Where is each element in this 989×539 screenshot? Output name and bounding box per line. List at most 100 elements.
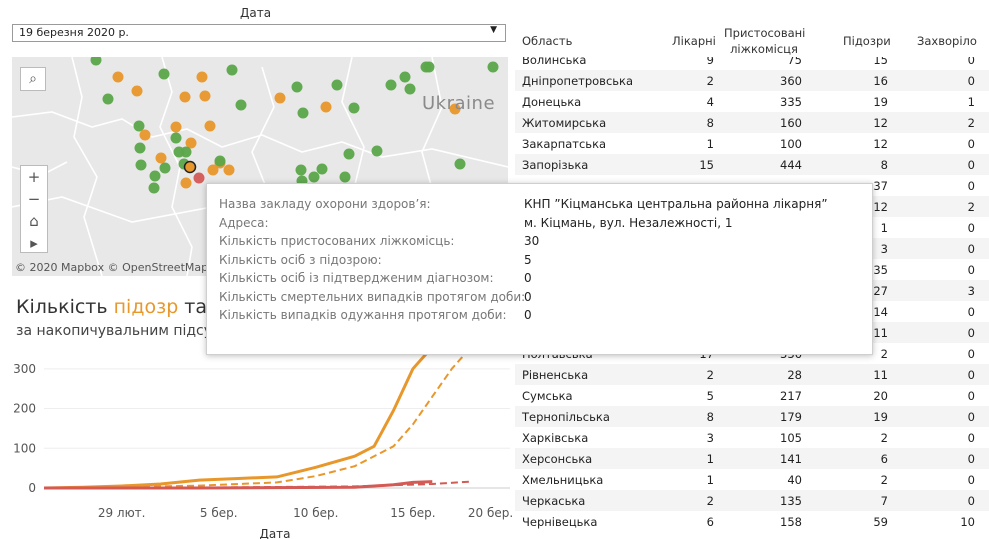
- hospital-marker[interactable]: [196, 71, 208, 83]
- hospital-marker[interactable]: [170, 132, 182, 144]
- cell-suspected: 37: [873, 179, 888, 193]
- chart-title-prefix: Кількість: [16, 296, 114, 318]
- cell-suspected: 12: [873, 200, 888, 214]
- hospital-marker[interactable]: [454, 158, 466, 170]
- hospital-marker[interactable]: [199, 90, 211, 102]
- hospital-marker[interactable]: [449, 103, 461, 115]
- col-hospitals[interactable]: Лікарні: [672, 34, 716, 48]
- col-region[interactable]: Область: [522, 34, 573, 48]
- hospital-marker[interactable]: [159, 162, 171, 174]
- cell-hospitals: 2: [706, 74, 714, 88]
- cell-region: Рівненська: [522, 368, 589, 382]
- cell-beds: 360: [780, 74, 802, 88]
- hospital-marker[interactable]: [235, 99, 247, 111]
- table-row[interactable]: 35 0: [515, 259, 989, 280]
- hospital-marker[interactable]: [223, 164, 235, 176]
- tooltip-value: 5: [524, 252, 532, 267]
- search-icon: ⌕: [29, 71, 37, 87]
- table-row[interactable]: Запорізька 15 444 8 0: [515, 154, 989, 175]
- table-row[interactable]: 14 0: [515, 301, 989, 322]
- hospital-marker[interactable]: [308, 171, 320, 183]
- hospital-marker[interactable]: [399, 71, 411, 83]
- hospital-marker[interactable]: [112, 71, 124, 83]
- tooltip-key: Кількість випадків одужання протягом доб…: [219, 308, 507, 322]
- hospital-marker[interactable]: [135, 159, 147, 171]
- hospital-marker[interactable]: [173, 146, 185, 158]
- hospital-marker[interactable]: [214, 155, 226, 167]
- hospital-marker[interactable]: [180, 177, 192, 189]
- hospital-marker[interactable]: [331, 79, 343, 91]
- table-row[interactable]: Рівненська 2 28 11 0: [515, 364, 989, 385]
- date-filter-dropdown[interactable]: 19 березня 2020 р. ▼: [12, 24, 506, 42]
- table-row[interactable]: Тернопільська 8 179 19 0: [515, 406, 989, 427]
- hospital-marker[interactable]: [487, 61, 499, 73]
- hospital-marker[interactable]: [339, 171, 351, 183]
- hospital-marker[interactable]: [385, 79, 397, 91]
- hospital-marker[interactable]: [423, 61, 435, 73]
- zoom-in-button[interactable]: +: [27, 168, 41, 186]
- cell-suspected: 35: [873, 263, 888, 277]
- tooltip-row: Кількість осіб з підозрою: 5: [219, 253, 859, 271]
- cell-suspected: 15: [873, 57, 888, 67]
- table-row[interactable]: Херсонська 1 141 6 0: [515, 448, 989, 469]
- chart-subtitle: за накопичувальним підсу: [16, 323, 213, 339]
- hospital-marker[interactable]: [185, 137, 197, 149]
- hospital-marker[interactable]: [149, 170, 161, 182]
- table-row[interactable]: Сумська 5 217 20 0: [515, 385, 989, 406]
- hospital-marker[interactable]: [348, 102, 360, 114]
- play-icon[interactable]: ▸: [30, 234, 38, 252]
- cell-sick: 0: [967, 74, 975, 88]
- cell-region: Херсонська: [522, 452, 593, 466]
- x-tick-label: 5 бер.: [200, 506, 238, 520]
- hospital-marker[interactable]: [371, 145, 383, 157]
- col-suspected[interactable]: Підозри: [843, 34, 891, 48]
- hospital-marker[interactable]: [204, 120, 216, 132]
- hospital-marker[interactable]: [193, 172, 205, 184]
- hospital-marker[interactable]: [343, 148, 355, 160]
- col-sick[interactable]: Захворіло: [917, 34, 977, 48]
- cell-sick: 0: [967, 452, 975, 466]
- tooltip-key: Кількість осіб з підозрою:: [219, 252, 382, 267]
- table-row[interactable]: Донецька 4 335 19 1: [515, 91, 989, 112]
- table-row[interactable]: Черкаська 2 135 7 0: [515, 490, 989, 511]
- hospital-marker[interactable]: [148, 182, 160, 194]
- hospital-marker[interactable]: [207, 164, 219, 176]
- hospital-marker[interactable]: [90, 57, 102, 66]
- cell-sick: 0: [967, 263, 975, 277]
- table-row[interactable]: Чернівецька 6 158 59 10: [515, 511, 989, 532]
- hospital-marker[interactable]: [158, 68, 170, 80]
- hospital-marker[interactable]: [295, 164, 307, 176]
- hospital-marker[interactable]: [226, 64, 238, 76]
- hospital-marker[interactable]: [102, 93, 114, 105]
- hospital-marker[interactable]: [297, 107, 309, 119]
- table-row[interactable]: Хмельницька 1 40 2 0: [515, 469, 989, 490]
- table-row[interactable]: Житомирська 8 160 12 2: [515, 112, 989, 133]
- table-row[interactable]: Волинська 9 75 15 0: [515, 57, 989, 70]
- home-icon[interactable]: ⌂: [29, 212, 39, 230]
- table-row[interactable]: Харківська 3 105 2 0: [515, 427, 989, 448]
- map-search-button[interactable]: ⌕: [20, 67, 46, 91]
- hospital-marker[interactable]: [179, 91, 191, 103]
- hospital-marker[interactable]: [131, 85, 143, 97]
- hospital-marker[interactable]: [320, 101, 332, 113]
- selected-hospital-marker[interactable]: [183, 160, 197, 174]
- hospital-marker[interactable]: [133, 120, 145, 132]
- hospital-marker[interactable]: [155, 152, 167, 164]
- hospital-marker[interactable]: [134, 142, 146, 154]
- table-row[interactable]: Закарпатська 1 100 12 0: [515, 133, 989, 154]
- line-chart[interactable]: 0 100 200 300 29 лют. 5 бер. 10 бер. 15 бер. 20 …: [0, 345, 515, 539]
- col-beds[interactable]: Пристосовані ліжкомісця: [724, 26, 805, 56]
- hospital-marker[interactable]: [170, 121, 182, 133]
- zoom-out-button[interactable]: −: [27, 190, 41, 208]
- hospital-marker[interactable]: [139, 129, 151, 141]
- hospital-marker[interactable]: [316, 163, 328, 175]
- hospital-marker[interactable]: [291, 81, 303, 93]
- tooltip-key: Кількість пристосованих ліжкомісць:: [219, 234, 455, 248]
- hospital-marker[interactable]: [404, 83, 416, 95]
- y-tick-label: 200: [13, 402, 36, 416]
- cell-region: Дніпропетровська: [522, 74, 634, 88]
- table-row[interactable]: Дніпропетровська 2 360 16 0: [515, 70, 989, 91]
- table-row[interactable]: 37 0: [515, 175, 989, 196]
- hospital-marker[interactable]: [274, 92, 286, 104]
